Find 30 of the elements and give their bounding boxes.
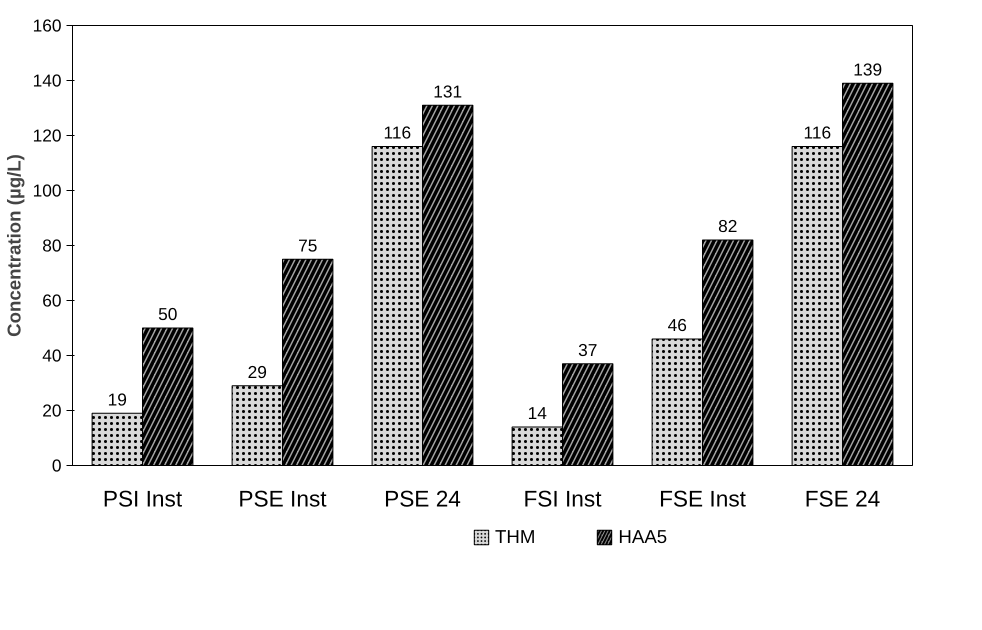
data-label: 37 [578,340,598,360]
data-label: 116 [803,122,832,142]
x-tick-label: PSI Inst [102,486,183,512]
data-label: 19 [108,389,127,410]
data-label: 131 [433,81,462,102]
data-label: 14 [528,403,548,423]
y-tick-label: 80 [42,236,62,256]
data-label: 82 [718,216,738,236]
y-axis-title: Concentration (µg/L) [4,154,25,337]
y-tick-label: 40 [42,346,62,366]
x-tick-label: FSI Inst [523,486,602,512]
data-label: 139 [853,59,882,80]
data-label: 50 [158,304,178,324]
y-tick-label: 120 [32,126,62,146]
data-label: 29 [248,362,267,382]
x-tick-label: PSE Inst [238,486,328,512]
y-tick-label: 140 [32,70,62,90]
data-label: 116 [383,122,412,142]
y-tick-label: 20 [42,400,62,420]
legend-label: HAA5 [618,526,668,548]
x-tick-label: PSE 24 [384,486,461,512]
data-label: 75 [298,235,318,256]
y-tick-label: 0 [52,456,62,476]
y-tick-label: 160 [32,16,62,36]
legend-label: THM [495,526,536,548]
y-tick-label: 60 [42,290,62,310]
x-tick-label: FSE Inst [659,486,747,512]
y-tick-label: 100 [32,180,62,200]
data-label: 46 [668,315,687,335]
x-tick-label: FSE 24 [804,486,880,512]
